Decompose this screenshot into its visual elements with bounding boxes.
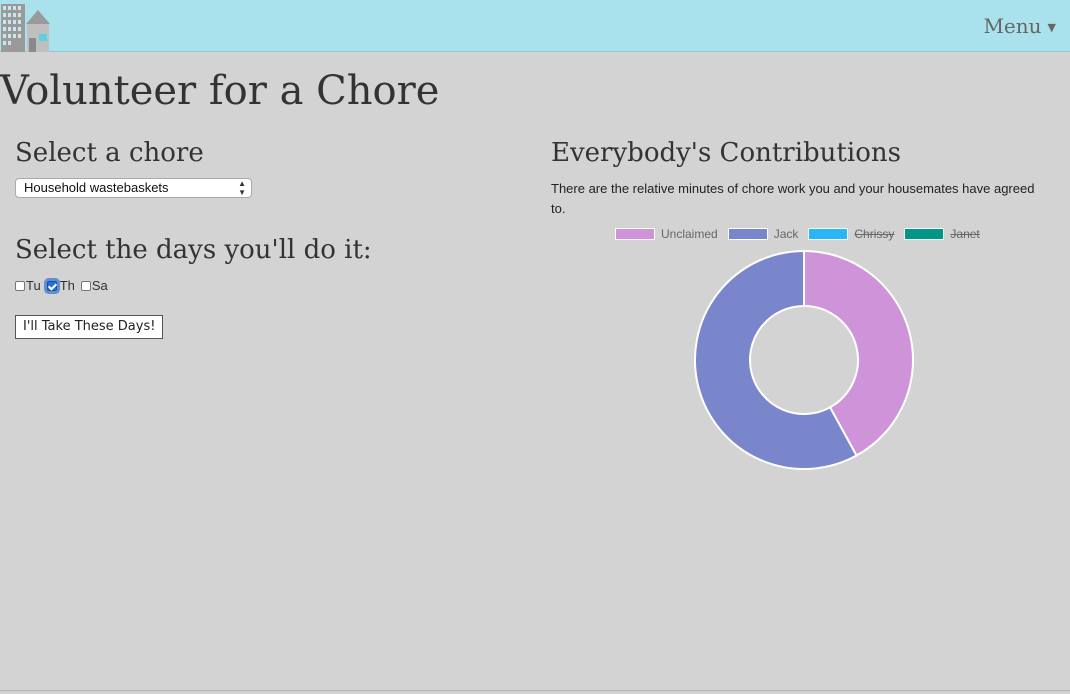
legend-label-jack: Jack [773,227,799,241]
menu-dropdown[interactable]: Menu ▼ [983,14,1056,38]
legend-label-janet: Janet [950,227,980,241]
days-checkbox-group: Tu Th Sa [15,278,110,293]
donut-slice-unclaimed[interactable] [803,249,914,457]
menu-label[interactable]: Menu [983,14,1042,38]
legend-label-chrissy: Chrissy [854,227,895,241]
legend-item-chrissy[interactable]: Chrissy [808,227,894,241]
chore-select[interactable]: Household wastebaskets ▲ ▼ [15,178,252,198]
page-title: Volunteer for a Chore [0,68,440,114]
page-bottom-divider [0,690,1070,691]
legend-item-jack[interactable]: Jack [727,227,799,241]
checkbox-tu[interactable] [15,280,25,291]
donut-slice-jack[interactable] [694,249,858,470]
day-option-th[interactable]: Th [46,278,75,293]
contributions-description: There are the relative minutes of chore … [551,181,1035,216]
legend-swatch-janet [904,228,945,240]
select-arrows-icon: ▲ ▼ [238,179,246,197]
day-label-th: Th [59,278,75,293]
day-label-tu: Tu [26,278,41,293]
contributions-donut-chart [694,249,914,470]
navbar: Menu ▼ [0,0,1070,52]
select-chore-heading: Select a chore [15,138,204,168]
legend-item-janet[interactable]: Janet [904,227,980,241]
select-days-heading: Select the days you'll do it: [15,235,372,265]
legend-label-unclaimed: Unclaimed [661,227,718,241]
legend-swatch-jack [727,228,768,240]
caret-down-icon[interactable]: ▼ [1047,21,1056,34]
day-option-tu[interactable]: Tu [15,278,41,293]
chart-legend: Unclaimed Jack Chrissy Janet [615,227,990,241]
legend-swatch-chrissy [808,228,849,240]
checkbox-th[interactable] [46,280,57,291]
day-label-sa: Sa [91,278,108,293]
legend-item-unclaimed[interactable]: Unclaimed [615,227,718,241]
legend-swatch-unclaimed [615,228,655,240]
take-days-button[interactable]: I'll Take These Days! [15,315,164,339]
checkbox-sa[interactable] [80,280,91,291]
contributions-heading: Everybody's Contributions [551,138,901,168]
day-option-sa[interactable]: Sa [80,278,108,293]
house-building-logo-icon[interactable] [0,2,52,52]
chore-select-value: Household wastebaskets [24,180,169,195]
